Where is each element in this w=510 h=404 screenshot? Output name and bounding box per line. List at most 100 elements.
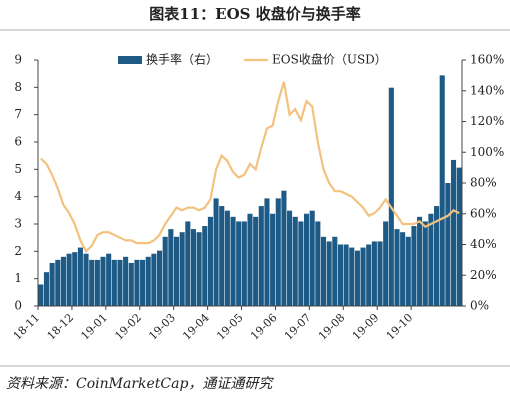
bar [298,221,304,306]
bar [303,213,310,306]
y-tick-label: 6 [14,135,22,149]
bar [258,206,264,306]
y2-tick-label: 140% [470,83,504,97]
bar [134,259,140,306]
bar [94,259,100,306]
bar [354,250,360,306]
bar [377,241,383,306]
bar [428,213,434,306]
chart-title: 图表11：EOS 收盘价与换手率 [149,5,360,23]
y-tick-label: 7 [14,107,22,121]
bar [100,256,106,306]
x-tick-label: 19-08 [316,311,348,343]
y2-tick-label: 40% [470,237,497,251]
y2-tick-label: 120% [470,114,504,128]
bar [173,236,180,306]
bar [224,210,230,306]
bar [38,284,44,306]
bar [151,253,157,306]
bar [202,226,208,306]
bar [241,221,247,306]
y-tick-label: 2 [14,244,22,258]
bar [111,259,117,306]
bar [309,210,315,306]
bar [417,216,423,306]
bar [43,272,50,306]
bar [213,198,219,306]
y2-tick-label: 60% [470,206,497,220]
bar [140,259,146,306]
bar [270,213,276,306]
legend-label: 换手率（右） [146,52,218,67]
bar [55,259,61,306]
x-tick-label: 19-06 [248,311,280,343]
x-tick-label: 19-10 [384,311,416,343]
bar [332,236,338,306]
bar [411,226,417,306]
x-tick-label: 19-01 [78,311,110,343]
bar [236,221,242,306]
bar [83,253,89,306]
bar [117,259,123,306]
x-tick-label: 19-07 [282,311,314,343]
bar [394,229,400,306]
bar [168,229,174,306]
bar [400,232,406,306]
x-tick-label: 18-12 [45,311,77,343]
bar [315,221,321,306]
bar [66,253,72,306]
bar [366,244,372,306]
y2-tick-label: 160% [470,53,504,67]
y-tick-label: 1 [14,271,22,285]
x-tick-label: 19-09 [350,311,382,343]
y-tick-label: 0 [14,299,22,313]
bar [230,216,236,306]
bar [207,216,213,306]
x-tick-label: 19-03 [146,311,178,343]
y-tick-label: 3 [14,217,22,231]
bar [439,75,445,306]
x-tick-label: 18-11 [11,311,43,343]
y2-tick-label: 20% [470,268,497,282]
bar [157,250,163,306]
bar [185,221,191,306]
bar [253,216,259,306]
bar [456,167,462,306]
y2-tick-label: 0% [470,299,489,313]
x-tick-label: 19-02 [112,311,144,343]
bar [89,259,95,306]
bar [72,252,78,306]
bar [145,256,151,306]
bar [219,206,225,306]
bar [320,236,327,306]
bar [450,159,457,306]
bar [388,87,394,306]
bar [77,247,83,306]
bar [49,262,55,306]
bar [383,221,389,306]
bar [371,241,377,306]
x-tick-label: 19-04 [180,311,212,343]
bar [422,221,428,306]
x-tick-label: 19-05 [214,311,246,343]
bar [60,256,66,306]
bar [106,253,112,306]
bar [360,247,366,306]
y2-tick-label: 100% [470,145,504,159]
legend-label: EOS收盘价（USD） [272,52,387,67]
bar [196,232,202,306]
bar [275,198,281,306]
bar [434,206,440,306]
bar [281,190,287,306]
bar [123,256,129,306]
bar [445,183,451,306]
line [40,81,460,254]
bar [264,198,270,306]
source: 资料来源：CoinMarketCap，通证通研究 [6,376,274,392]
bar [190,229,197,306]
bar [349,247,355,306]
bar [287,210,293,306]
legend-swatch [118,56,142,64]
bar [326,241,332,306]
